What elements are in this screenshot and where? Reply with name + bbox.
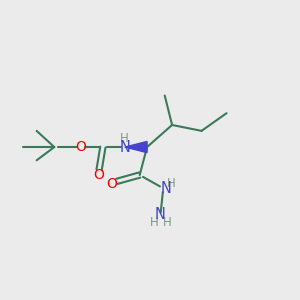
Polygon shape (125, 142, 147, 153)
Text: O: O (106, 177, 117, 191)
Text: O: O (75, 140, 86, 154)
Text: H: H (120, 132, 128, 145)
Text: N: N (155, 207, 166, 222)
Text: O: O (93, 168, 104, 182)
Text: H: H (150, 216, 159, 229)
Text: H: H (167, 177, 176, 190)
Text: H: H (162, 216, 171, 229)
Text: N: N (161, 181, 172, 196)
Text: N: N (119, 140, 130, 154)
